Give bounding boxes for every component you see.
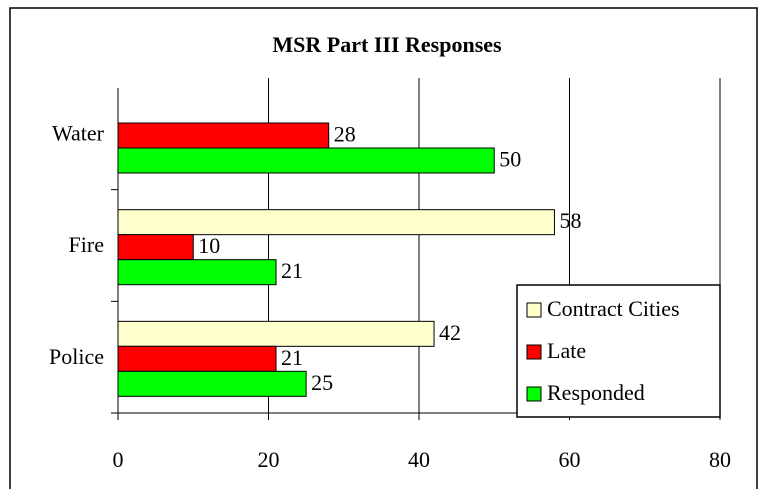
data-label: 58 [559,208,581,233]
legend-swatch [526,344,542,360]
x-tick-label: 0 [113,447,124,472]
data-label: 50 [499,147,521,172]
bar [117,320,435,347]
y-tick-label: Water [52,121,105,146]
legend-label: Contract Cities [547,296,680,321]
bar [117,370,307,397]
data-label: 21 [281,258,303,283]
y-tick-label: Police [49,344,104,369]
x-tick-label: 20 [258,447,280,472]
data-label: 10 [198,233,220,258]
data-label: 42 [439,320,461,345]
bar [117,234,194,261]
legend-swatch [526,386,542,402]
x-tick-label: 60 [559,447,581,472]
y-tick-label: Fire [69,232,104,257]
bar [117,345,277,372]
legend-swatch [526,302,542,318]
bar [117,147,495,174]
bar [117,122,330,149]
data-label: 28 [334,122,356,147]
legend-label: Late [547,338,586,363]
x-tick-label: 80 [709,447,731,472]
bar [117,209,555,236]
data-label: 21 [281,345,303,370]
legend-box [516,284,721,418]
data-label: 25 [311,370,333,395]
x-tick-label: 40 [408,447,430,472]
bar [117,259,277,286]
legend-label: Responded [547,380,645,405]
chart-title: MSR Part III Responses [272,32,502,57]
